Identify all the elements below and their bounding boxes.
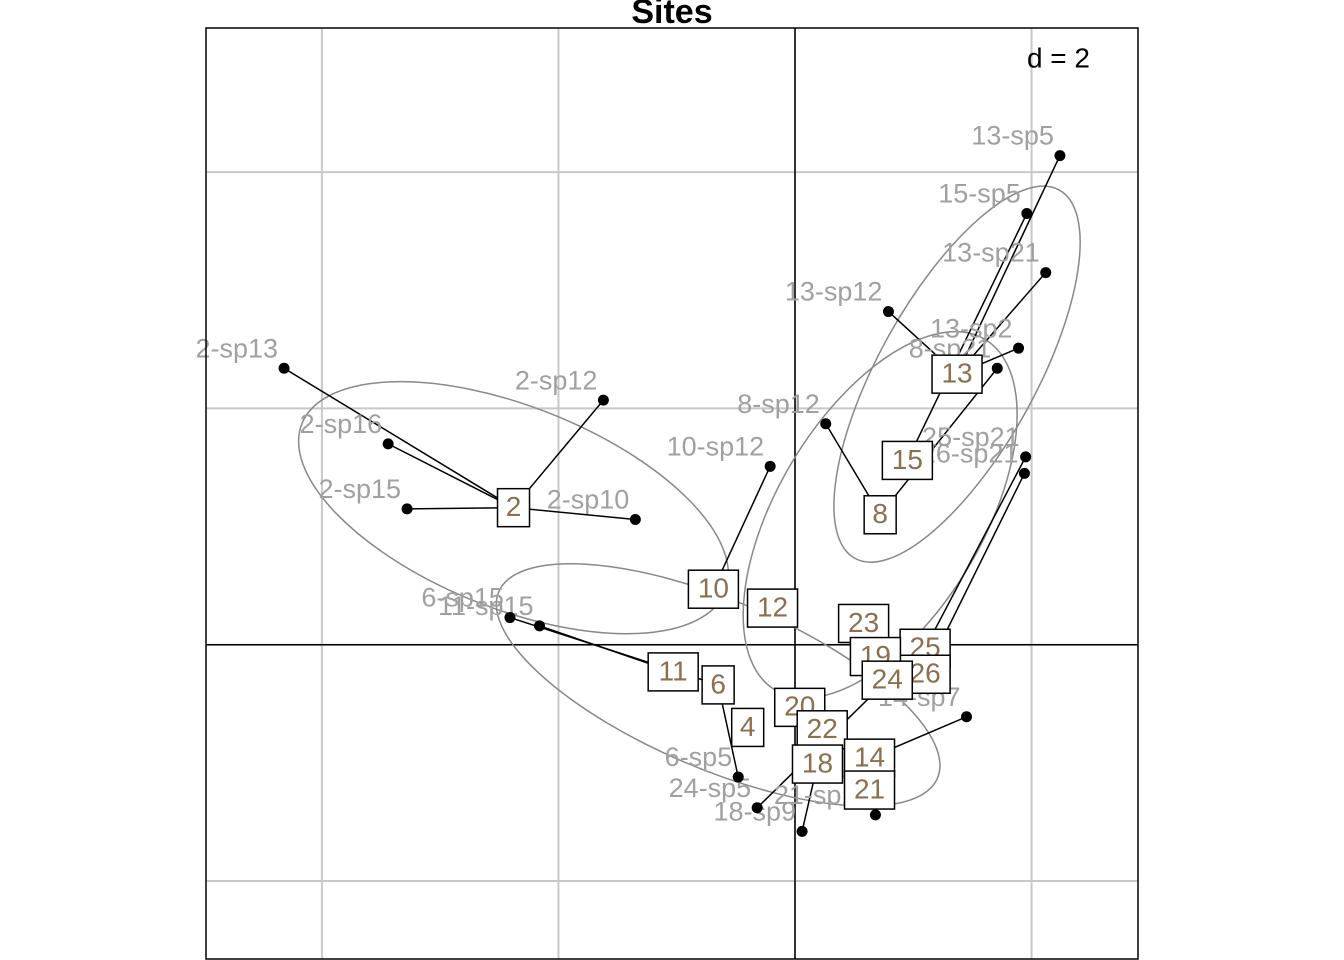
link [906,213,1028,461]
site-label: 13 [941,358,972,389]
link [956,155,1061,375]
scale-annotation: d = 2 [1027,42,1090,73]
point [1018,467,1030,479]
site-label: 8 [872,498,888,529]
point-label: 2-sp10 [547,485,630,515]
point-label: 13-sp12 [785,277,883,307]
link [712,466,771,590]
point [732,771,744,783]
point-label: 13-sp21 [942,238,1040,268]
link [283,367,514,509]
point-label: 25-sp21 [922,422,1020,452]
point [796,825,808,837]
link [513,506,636,521]
site-label: 23 [848,607,879,638]
link [924,456,1027,649]
site-label: 14 [854,742,885,773]
site-box [496,487,531,528]
point [869,809,881,821]
site-label: 15 [892,444,923,475]
site-box [931,354,983,394]
plot-frame [205,27,1139,960]
site-box [843,770,896,810]
point-label: 2-sp13 [195,333,278,363]
point [401,503,413,515]
site-box [746,588,799,628]
site-label: 22 [807,713,838,744]
point-label: 2-sp15 [319,474,402,504]
point-label: 2-sp16 [300,409,383,439]
chart-title: Sites [631,0,712,31]
point [597,394,609,406]
site-label: 24 [872,664,903,695]
point [534,620,546,632]
site-box [687,569,740,609]
point [1020,451,1032,463]
point [961,711,973,723]
site-box [730,707,765,748]
site-label: 21 [854,773,885,804]
point [764,460,776,472]
site-box [791,744,844,784]
point-label: 15-sp5 [938,179,1021,209]
point-label: 11-sp15 [438,591,534,621]
point-label: 13-sp2 [930,313,1013,343]
site-box [863,495,897,535]
point-label: 26-sp21 [921,439,1019,469]
grid [206,28,1138,959]
site-box [796,710,848,750]
point [504,612,516,624]
link [407,506,514,510]
point [1013,342,1025,354]
point [751,802,763,814]
point-label: 8-sp12 [737,389,820,419]
point [629,513,641,525]
point [1040,267,1052,279]
point [991,362,1003,374]
point-label: 6-sp15 [421,583,504,613]
point [882,306,894,318]
site-label: 6 [710,668,726,699]
point [1021,207,1033,219]
point [1054,150,1066,162]
point-label: 6-sp5 [665,742,733,772]
site-label: 26 [910,658,941,689]
point-label: 10-sp12 [667,431,765,461]
site-label: 2 [506,491,522,522]
site-box [881,440,934,481]
point [382,438,394,450]
site-box [861,660,914,700]
site-label: 10 [698,573,729,604]
point-label: 13-sp5 [971,121,1054,151]
site-label: 12 [757,591,788,622]
site-label: 11 [659,655,688,686]
class-ellipse [833,185,1081,563]
point-label: 2-sp12 [515,365,598,395]
link [387,443,514,509]
site-label: 18 [802,747,833,778]
site-box [701,665,735,705]
points [278,150,1066,837]
point [278,362,290,374]
site-label: 4 [740,711,756,742]
site-box [647,652,699,692]
point [820,418,832,430]
